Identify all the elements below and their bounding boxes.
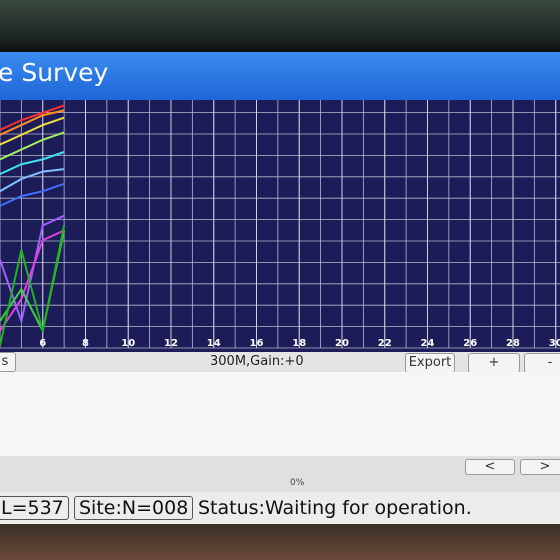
left-button[interactable]: s [0,352,16,372]
series-line [0,116,65,146]
x-tick-label: 22 [378,338,392,349]
count-box: L=537 [0,496,69,520]
series-line [0,151,65,175]
site-box: Site:N=008 [74,496,194,520]
x-tick-label: 30 [549,338,560,349]
series-line [0,229,65,332]
series-line [0,225,66,346]
x-tick-label: 14 [207,338,221,349]
series-line [0,214,65,325]
plot-background [0,100,560,352]
x-tick-label: 26 [463,338,477,349]
window-title: e Survey [0,58,109,87]
nav-bar: < > 0% [0,456,560,492]
x-tick-label: 28 [506,338,520,349]
series-line [0,109,65,136]
plot: 6 8 10 12 14 16 18 20 22 24 26 28 30 [0,100,560,352]
next-button[interactable]: > [520,459,560,475]
title-bar: e Survey [0,52,560,100]
bezel-bottom [0,524,560,560]
x-tick-label: 18 [292,338,306,349]
x-tick-label: 16 [250,338,264,349]
series-line [0,131,65,161]
progress-label: 0% [290,478,305,488]
series-line [0,168,65,193]
series-line [0,104,65,131]
x-tick-label: 24 [421,338,435,349]
export-button[interactable]: Export [405,353,455,373]
minus-button[interactable]: - [524,353,560,373]
x-tick-label: 6 [39,338,46,349]
mode-label: 300M,Gain:+0 [210,354,304,369]
toolbar: s 300M,Gain:+0 Export + - [0,352,560,373]
x-tick-label: 8 [82,338,89,349]
content-area [0,372,560,456]
prev-button[interactable]: < [465,459,515,475]
x-tick-label: 12 [164,338,178,349]
x-tick-label: 10 [121,338,135,349]
status-message: Status:Waiting for operation. [198,497,472,519]
status-bar: L=537 Site:N=008 Status:Waiting for oper… [0,492,560,524]
plus-button[interactable]: + [468,353,520,373]
series-line [0,182,65,207]
x-tick-label: 20 [335,338,349,349]
